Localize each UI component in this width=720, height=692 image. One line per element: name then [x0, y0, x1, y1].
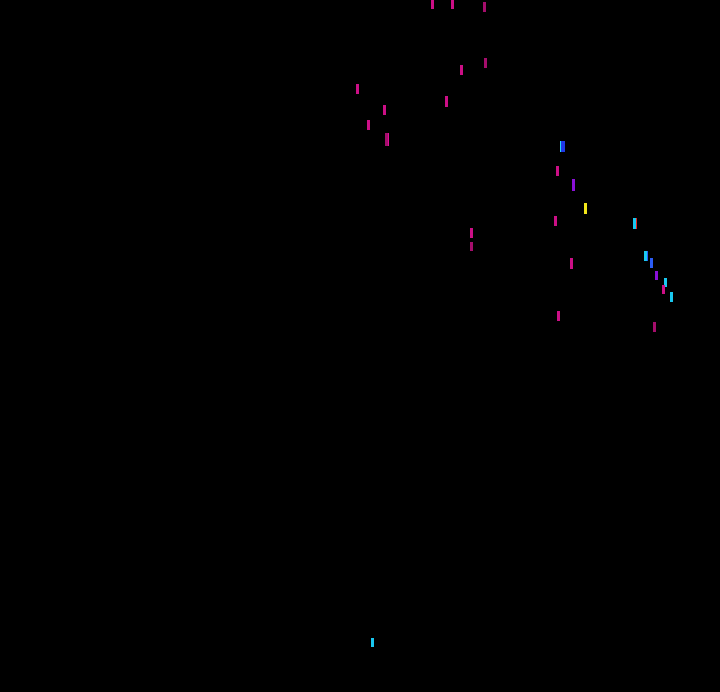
glyph-fragment — [572, 179, 575, 191]
glyph-fragment — [653, 322, 656, 332]
chromatic-fringe — [636, 218, 637, 229]
glyph-fragment — [356, 84, 359, 94]
glyph-fragment — [633, 218, 637, 229]
glyph-fragment — [371, 638, 374, 647]
glyph-fragment — [557, 311, 560, 321]
glyph-fragment — [584, 203, 587, 214]
chromatic-fringe — [560, 141, 561, 152]
glyph-fragment — [570, 258, 573, 269]
glyph-fragment — [655, 271, 658, 280]
glyph-fragment — [367, 120, 370, 130]
glyph-fragment — [556, 166, 559, 176]
glyph-fragment — [470, 242, 473, 251]
glyph-fragment — [560, 141, 565, 152]
glyph-fragment — [431, 0, 434, 9]
glyph-fragment — [554, 216, 557, 226]
glyph-fragment — [483, 2, 486, 12]
glyph-fragment — [451, 0, 454, 9]
glyph-fragment — [460, 65, 463, 75]
glyph-fragment — [484, 58, 487, 68]
glyph-fragment — [644, 251, 648, 261]
glyph-fragment — [445, 96, 448, 107]
chromatic-fringe — [647, 251, 648, 261]
glyph-fragment — [664, 278, 667, 287]
glyph-fragment — [650, 258, 653, 268]
glyph-fragment — [670, 292, 673, 302]
glyph-fragment — [383, 105, 386, 115]
chromatic-fringe — [388, 133, 389, 146]
glyph-fragment — [470, 228, 473, 238]
glyph-fragment — [662, 285, 665, 294]
glyph-fragment — [385, 133, 389, 146]
